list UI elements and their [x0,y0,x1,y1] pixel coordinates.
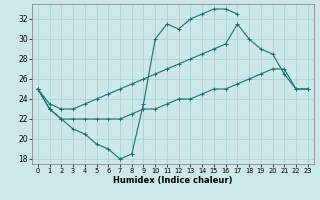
X-axis label: Humidex (Indice chaleur): Humidex (Indice chaleur) [113,176,233,185]
